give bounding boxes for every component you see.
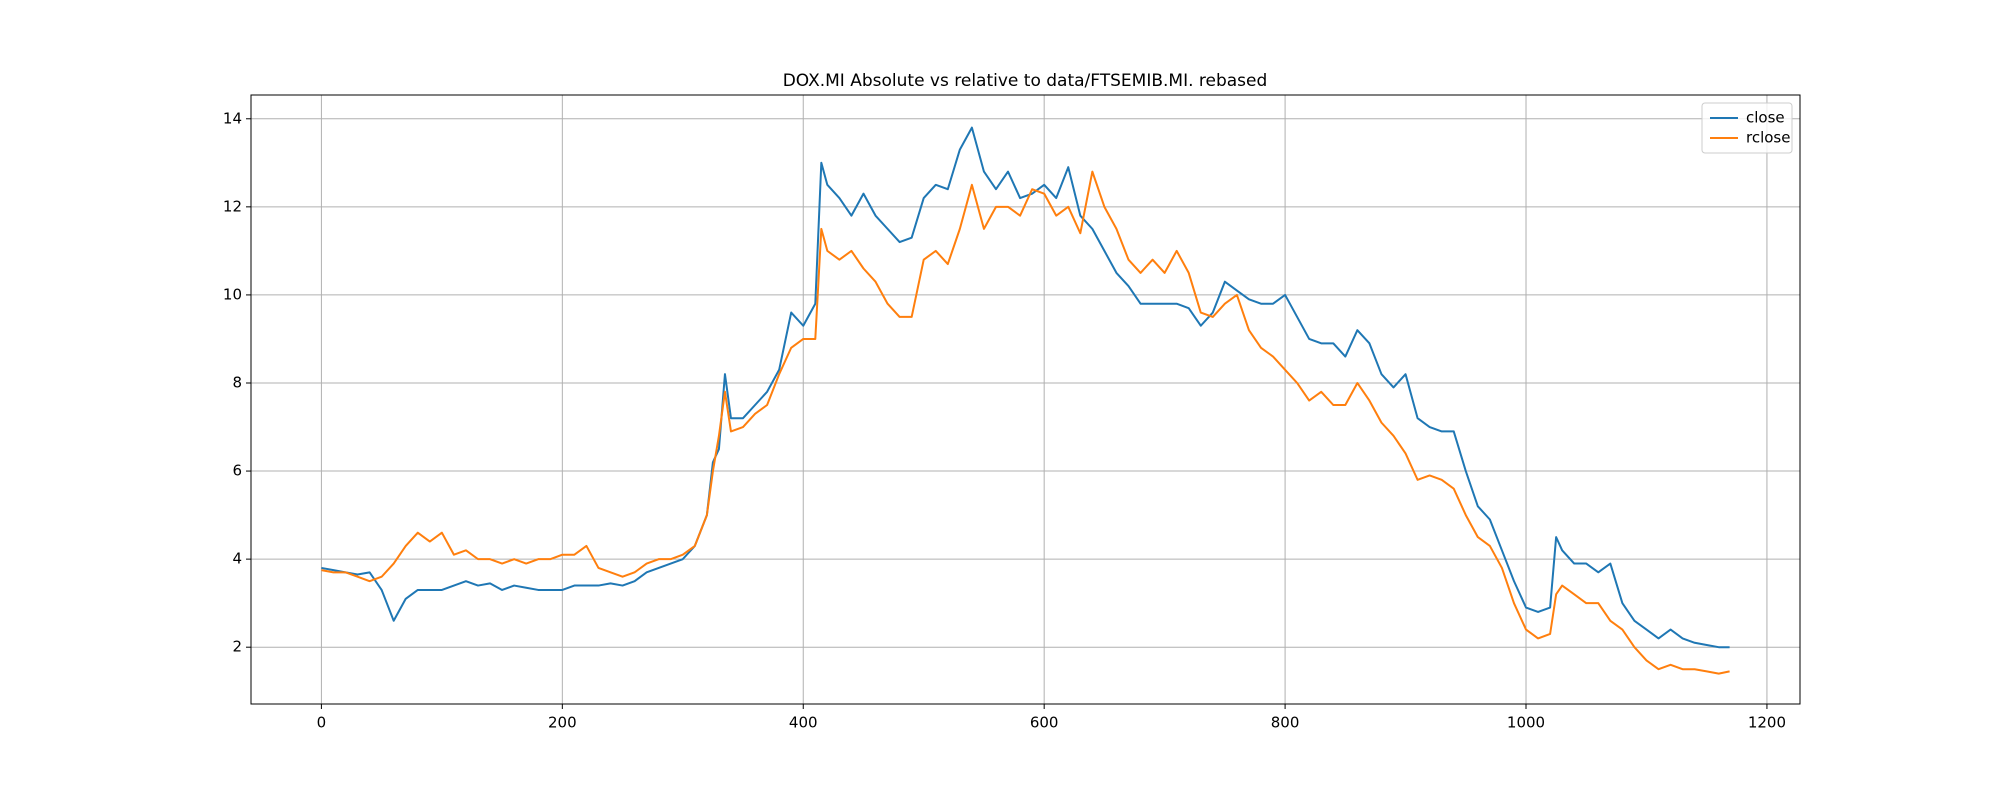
legend-box xyxy=(1701,102,1793,154)
plot-frame xyxy=(250,94,1801,705)
y-tick-label: 14 xyxy=(223,109,242,127)
y-tick-label: 10 xyxy=(223,285,242,303)
y-tick-label: 2 xyxy=(232,638,242,656)
legend-label: close xyxy=(1746,109,1785,127)
line-series xyxy=(321,170,1730,675)
line-series xyxy=(321,126,1730,649)
chart-title: DOX.MI Absolute vs relative to data/FTSE… xyxy=(783,71,1268,91)
x-tick-label: 600 xyxy=(1030,714,1059,732)
y-tick-label: 4 xyxy=(232,550,242,568)
x-tick-label: 800 xyxy=(1271,714,1300,732)
x-tick-label: 400 xyxy=(789,714,818,732)
x-tick-label: 1200 xyxy=(1748,714,1786,732)
x-tick-label: 200 xyxy=(548,714,577,732)
legend: close rclose xyxy=(1701,102,1793,154)
y-tick-label: 12 xyxy=(223,197,242,215)
y-tick-label: 8 xyxy=(232,373,242,391)
x-tick-label: 0 xyxy=(317,714,327,732)
x-tick-label: 1000 xyxy=(1507,714,1545,732)
y-tick-label: 6 xyxy=(232,462,242,480)
legend-label: rclose xyxy=(1746,129,1790,147)
